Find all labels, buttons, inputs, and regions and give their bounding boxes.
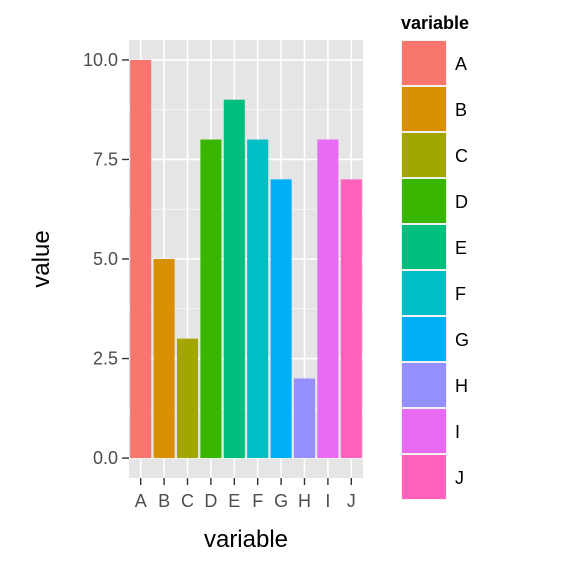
legend-key-e bbox=[402, 225, 446, 269]
legend-label: H bbox=[455, 376, 468, 396]
y-tick-label: 7.5 bbox=[93, 149, 118, 169]
x-tick-label: A bbox=[135, 491, 147, 511]
legend-key-a bbox=[402, 41, 446, 85]
bar-j bbox=[340, 179, 362, 459]
legend-key-c bbox=[402, 133, 446, 177]
bars bbox=[130, 59, 362, 459]
x-tick-label: D bbox=[204, 491, 217, 511]
legend-label: F bbox=[455, 284, 466, 304]
x-tick-label: J bbox=[347, 491, 356, 511]
legend-title: variable bbox=[401, 13, 469, 33]
legend-key-g bbox=[402, 317, 446, 361]
x-tick-label: E bbox=[228, 491, 240, 511]
legend-key-h bbox=[402, 363, 446, 407]
bar-i bbox=[317, 139, 339, 459]
legend-label: A bbox=[455, 54, 467, 74]
y-tick-label: 2.5 bbox=[93, 349, 118, 369]
legend: variable A B C D E F G H I J bbox=[401, 13, 469, 500]
y-tick-label: 5.0 bbox=[93, 249, 118, 269]
legend-key-i bbox=[402, 409, 446, 453]
bar-g bbox=[270, 179, 292, 459]
bar-b bbox=[153, 259, 175, 459]
legend-label: E bbox=[455, 238, 467, 258]
bar-d bbox=[200, 139, 222, 459]
legend-label: B bbox=[455, 100, 467, 120]
x-tick-label: F bbox=[252, 491, 263, 511]
y-axis: 0.0 2.5 5.0 7.5 10.0 bbox=[83, 50, 129, 468]
bar-h bbox=[293, 378, 316, 459]
x-tick-label: H bbox=[298, 491, 311, 511]
y-tick-label: 0.0 bbox=[93, 448, 118, 468]
legend-label: C bbox=[455, 146, 468, 166]
legend-key-d bbox=[402, 179, 446, 223]
y-axis-title: value bbox=[28, 230, 55, 287]
x-tick-label: B bbox=[158, 491, 170, 511]
legend-label: I bbox=[455, 422, 460, 442]
legend-key-f bbox=[402, 271, 446, 315]
legend-label: G bbox=[455, 330, 469, 350]
y-tick-label: 10.0 bbox=[83, 50, 118, 70]
x-tick-label: G bbox=[274, 491, 288, 511]
legend-label: J bbox=[455, 468, 464, 488]
legend-label: D bbox=[455, 192, 468, 212]
bar-e bbox=[223, 99, 245, 459]
x-tick-label: C bbox=[181, 491, 194, 511]
x-axis-title: variable bbox=[204, 526, 288, 553]
bar-a bbox=[130, 59, 152, 459]
bar-f bbox=[247, 139, 269, 459]
x-tick-label: I bbox=[325, 491, 330, 511]
legend-key-b bbox=[402, 87, 446, 131]
bar-c bbox=[176, 338, 199, 459]
legend-key-j bbox=[402, 455, 446, 499]
